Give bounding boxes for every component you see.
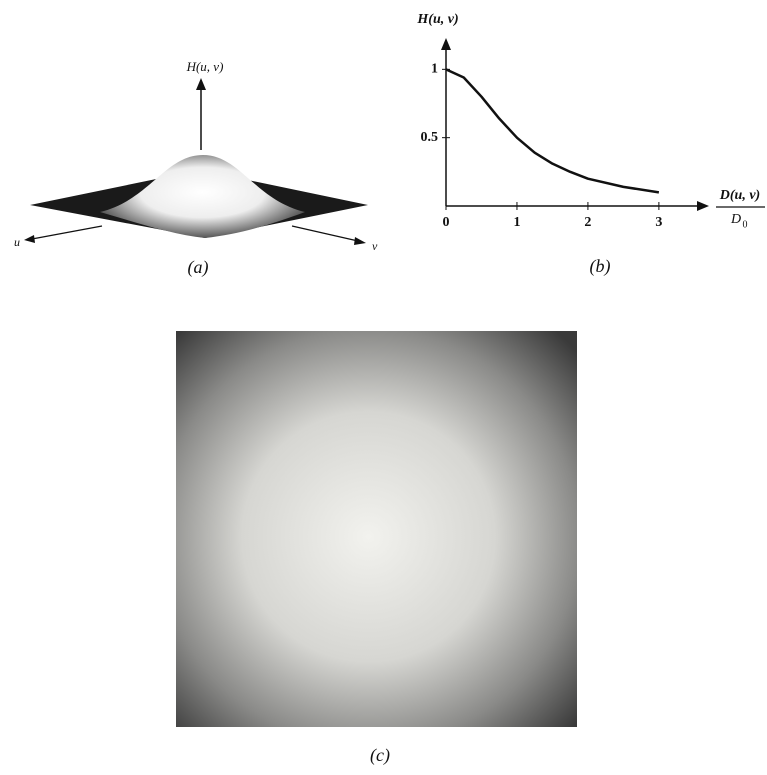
caption: (c) bbox=[370, 745, 390, 766]
arrow-head bbox=[354, 237, 366, 245]
figure: H(u, v) u v (a) 01230.51H(u, v)D(u, v)D0… bbox=[0, 0, 767, 775]
arrow-head bbox=[196, 78, 206, 90]
filter-image bbox=[176, 331, 577, 727]
curve bbox=[446, 69, 659, 192]
u-axis bbox=[32, 226, 102, 239]
caption: (a) bbox=[188, 257, 209, 278]
y-tick-label: 1 bbox=[431, 62, 438, 77]
arrow-head bbox=[697, 201, 709, 211]
x-tick-label: 3 bbox=[655, 215, 662, 230]
x-tick-label: 1 bbox=[513, 215, 520, 230]
panel-c: (c) bbox=[176, 331, 577, 766]
u-label: u bbox=[14, 235, 20, 249]
panel-a: H(u, v) u v (a) bbox=[14, 59, 378, 278]
z-label: H(u, v) bbox=[186, 59, 224, 74]
caption: (b) bbox=[590, 256, 611, 277]
v-axis bbox=[292, 226, 358, 241]
x-tick-label: 0 bbox=[443, 215, 450, 230]
x-label-subscript: 0 bbox=[743, 219, 748, 230]
x-label-denominator: D bbox=[730, 212, 741, 227]
x-label-numerator: D(u, v) bbox=[719, 188, 760, 203]
arrow-head bbox=[441, 38, 451, 50]
x-tick-label: 2 bbox=[584, 215, 591, 230]
y-axis-label: H(u, v) bbox=[416, 12, 458, 27]
v-label: v bbox=[372, 239, 378, 253]
arrow-head bbox=[24, 235, 35, 243]
y-tick-label: 0.5 bbox=[421, 130, 439, 145]
